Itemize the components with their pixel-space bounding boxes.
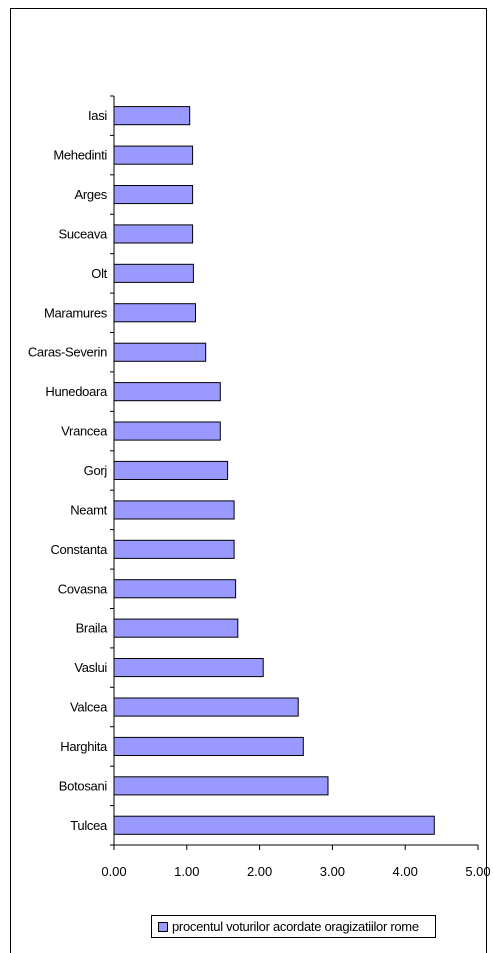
category-label: Maramures <box>44 305 108 320</box>
bar-vrancea <box>114 422 220 440</box>
category-label: Hunedoara <box>45 384 108 399</box>
category-label: Braila <box>76 621 109 636</box>
x-tick-label: 1.00 <box>174 864 199 879</box>
bar-harghita <box>114 737 303 755</box>
bar-vaslui <box>114 659 263 677</box>
category-label: Gorj <box>84 463 108 478</box>
category-label: Vrancea <box>61 424 108 439</box>
bar-neamt <box>114 501 234 519</box>
bar-tulcea <box>114 816 434 834</box>
bar-suceava <box>114 225 193 243</box>
category-label: Tulcea <box>70 818 108 833</box>
category-label: Arges <box>75 187 108 202</box>
bar-valcea <box>114 698 298 716</box>
x-tick-label: 4.00 <box>393 864 418 879</box>
category-label: Botosani <box>59 778 108 793</box>
bar-covasna <box>114 580 236 598</box>
x-tick-label: 5.00 <box>465 864 490 879</box>
legend: procentul voturilor acordate oragizatiil… <box>151 915 436 938</box>
category-label: Neamt <box>70 502 107 517</box>
bar-olt <box>114 264 193 282</box>
x-tick-label: 3.00 <box>320 864 345 879</box>
bar-gorj <box>114 461 228 479</box>
legend-swatch <box>158 922 168 932</box>
category-label: Harghita <box>60 739 108 754</box>
bar-iasi <box>114 107 190 125</box>
bar-arges <box>114 186 193 204</box>
bar-constanta <box>114 540 234 558</box>
category-label: Vaslui <box>74 660 107 675</box>
bar-botosani <box>114 777 328 795</box>
legend-label: procentul voturilor acordate oragizatiil… <box>172 919 419 934</box>
bar-braila <box>114 619 238 637</box>
category-label: Iasi <box>88 108 107 123</box>
category-label: Suceava <box>59 227 109 242</box>
category-label: Olt <box>91 266 107 281</box>
bar-maramures <box>114 304 196 322</box>
bar-mehedinti <box>114 146 193 164</box>
category-label: Mehedinti <box>53 148 107 163</box>
bar-caras-severin <box>114 343 206 361</box>
category-label: Covasna <box>58 581 108 596</box>
x-tick-label: 2.00 <box>247 864 272 879</box>
category-label: Valcea <box>70 700 108 715</box>
category-label: Caras-Severin <box>28 345 107 360</box>
bar-hunedoara <box>114 383 220 401</box>
x-tick-label: 0.00 <box>101 864 126 879</box>
category-label: Constanta <box>50 542 108 557</box>
